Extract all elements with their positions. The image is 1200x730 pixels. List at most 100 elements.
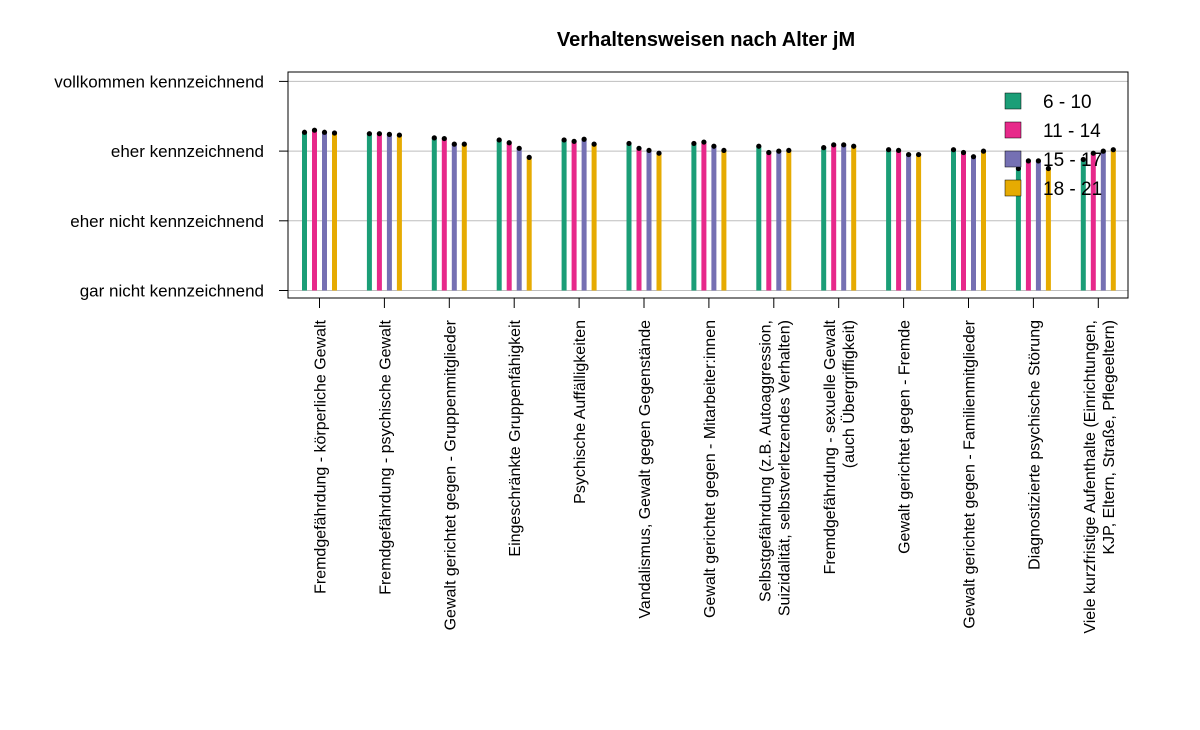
bar	[636, 148, 642, 291]
mean-point	[396, 132, 402, 138]
mean-point	[386, 131, 392, 137]
mean-point	[1110, 147, 1116, 153]
mean-point	[756, 143, 762, 149]
x-tick-label: Fremdgefährdung - körperliche Gewalt	[313, 319, 330, 593]
bar	[971, 156, 976, 291]
mean-point	[691, 140, 697, 147]
bar	[431, 137, 437, 291]
legend-swatch	[1004, 150, 1022, 168]
mean-point	[831, 142, 837, 148]
bar	[916, 154, 922, 291]
bar	[441, 138, 447, 291]
bar	[516, 148, 522, 291]
bar	[841, 144, 847, 291]
mean-point	[431, 135, 437, 141]
mean-point	[821, 145, 827, 151]
bar	[461, 144, 467, 291]
mean-point	[581, 136, 587, 142]
bar	[851, 146, 857, 291]
legend-label: 18 - 21	[1043, 179, 1102, 200]
grid-lines	[288, 80, 1128, 291]
mean-point	[656, 150, 662, 156]
bar	[961, 152, 966, 291]
mean-point	[701, 139, 707, 145]
x-tick-label: Vandalismus, Gewalt gegen Gegenstände	[637, 320, 654, 619]
mean-point	[626, 140, 632, 147]
legend-label: 6 - 10	[1043, 92, 1092, 113]
mean-point	[1045, 165, 1051, 172]
mean-point	[331, 130, 338, 136]
mean-point	[561, 137, 567, 143]
mean-point	[311, 127, 318, 133]
mean-point	[496, 137, 502, 143]
bar	[896, 150, 902, 291]
mean-point	[711, 143, 717, 149]
mean-point	[1100, 148, 1106, 154]
bar	[591, 144, 597, 291]
x-tick-label: Psychische Auffälligkeiten	[572, 320, 589, 504]
bar	[1015, 168, 1021, 291]
bar	[1080, 159, 1086, 291]
bar	[821, 147, 827, 291]
y-tick-label: gar nicht kennzeichnend	[80, 282, 264, 301]
mean-point	[970, 154, 977, 160]
bar	[322, 132, 327, 291]
x-tick-label: (auch Übergriffigkeit)	[840, 320, 858, 468]
x-tick-label: KJP, Eltern, Straße, Pflegeeltern)	[1101, 320, 1118, 554]
bar	[302, 132, 307, 291]
bar	[626, 143, 632, 291]
mean-point	[506, 140, 512, 146]
mean-point	[1080, 156, 1086, 163]
bar	[376, 133, 382, 291]
bar	[581, 139, 587, 291]
mean-point	[366, 131, 372, 137]
mean-point	[1090, 150, 1096, 156]
bar	[332, 132, 337, 291]
bar	[711, 146, 717, 291]
mean-point	[1025, 158, 1031, 164]
bars	[302, 130, 1116, 291]
bar	[906, 154, 912, 291]
bar	[396, 135, 402, 291]
chart-title: Verhaltensweisen nach Alter jM	[557, 29, 855, 51]
bar	[656, 153, 662, 291]
mean-point	[516, 145, 522, 151]
mean-point	[636, 145, 642, 151]
bar	[721, 150, 727, 291]
mean-point	[571, 138, 577, 144]
bar	[766, 152, 772, 291]
x-tick-label: Gewalt gerichtet gegen - Fremde	[897, 320, 914, 554]
x-axis: Fremdgefährdung - körperliche Gewalt Frem…	[313, 298, 1118, 634]
y-axis: gar nicht kennzeichnend eher nicht kennze…	[54, 72, 288, 301]
mean-point	[451, 141, 457, 147]
mean-point	[1035, 158, 1041, 164]
mean-point	[461, 141, 467, 147]
x-tick-label: Selbstgefährdung (z.B. Autoaggression,	[757, 320, 774, 602]
bar	[386, 134, 392, 291]
mean-point	[721, 147, 727, 154]
x-tick-label: Viele kurzfristige Aufenthalte (Einricht…	[1082, 320, 1099, 634]
mean-point	[301, 129, 308, 135]
bar	[526, 157, 532, 291]
bar	[951, 149, 956, 291]
bar	[1025, 160, 1031, 291]
bar	[886, 149, 892, 291]
x-tick-label: Fremdgefährdung - sexuelle Gewalt	[822, 319, 839, 574]
mean-point	[591, 141, 597, 147]
y-tick-label: eher nicht kennzeichnend	[70, 212, 264, 231]
legend-swatch	[1004, 179, 1022, 197]
bar	[756, 146, 762, 291]
mean-point	[646, 147, 652, 154]
mean-point	[960, 149, 967, 156]
mean-point	[886, 147, 892, 153]
x-tick-label: Diagnostizierte psychische Störung	[1026, 320, 1043, 570]
bar	[646, 150, 652, 291]
bar	[1100, 151, 1106, 291]
bar	[1045, 168, 1051, 291]
mean-point	[776, 148, 782, 154]
mean-point	[526, 154, 532, 160]
bar	[496, 139, 502, 291]
mean-point	[916, 151, 922, 158]
bar	[506, 142, 512, 291]
